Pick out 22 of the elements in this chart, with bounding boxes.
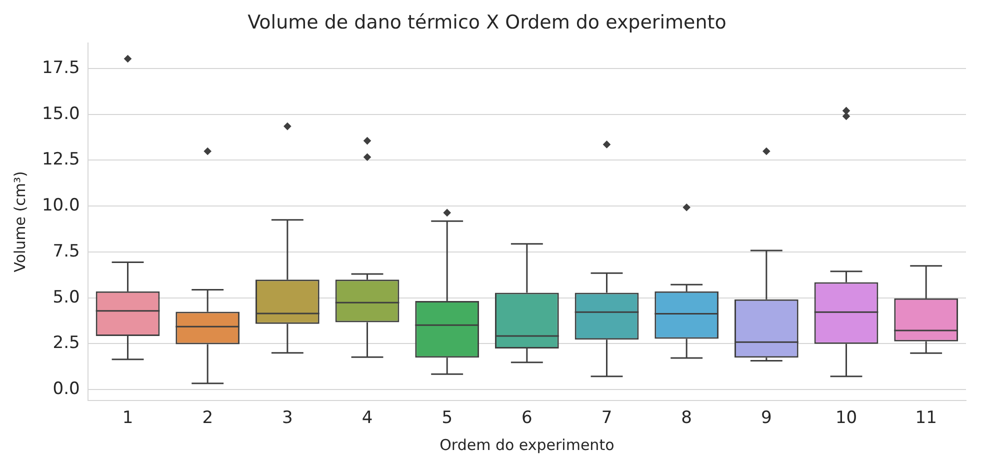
x-tick-label: 6 [522, 408, 532, 428]
y-tick-label: 15.0 [42, 104, 80, 124]
x-axis-title: Ordem do experimento [440, 436, 614, 454]
x-tick-label: 4 [362, 408, 373, 428]
x-tick-label: 9 [761, 408, 772, 428]
x-tick-label: 2 [202, 408, 214, 428]
y-tick-label: 10.0 [42, 196, 80, 216]
y-tick-label: 0.0 [52, 379, 80, 400]
y-tick-label: 5.0 [52, 287, 80, 308]
x-tick-label: 8 [681, 408, 692, 428]
x-tick-label: 7 [601, 408, 612, 428]
y-tick-label: 12.5 [42, 150, 80, 170]
y-tick-label: 2.5 [52, 333, 80, 354]
x-tick-label: 11 [915, 408, 937, 428]
x-tick-label: 10 [835, 408, 858, 428]
y-tick-label: 17.5 [42, 58, 80, 78]
x-tick-label: 1 [122, 408, 134, 428]
x-tick-label: 5 [442, 408, 453, 428]
y-axis-title: Volume (cm³) [10, 171, 29, 272]
y-tick-label: 7.5 [52, 241, 80, 262]
chart-title: Volume de dano térmico X Ordem do experimento [248, 11, 726, 34]
x-tick-label: 3 [282, 408, 293, 428]
